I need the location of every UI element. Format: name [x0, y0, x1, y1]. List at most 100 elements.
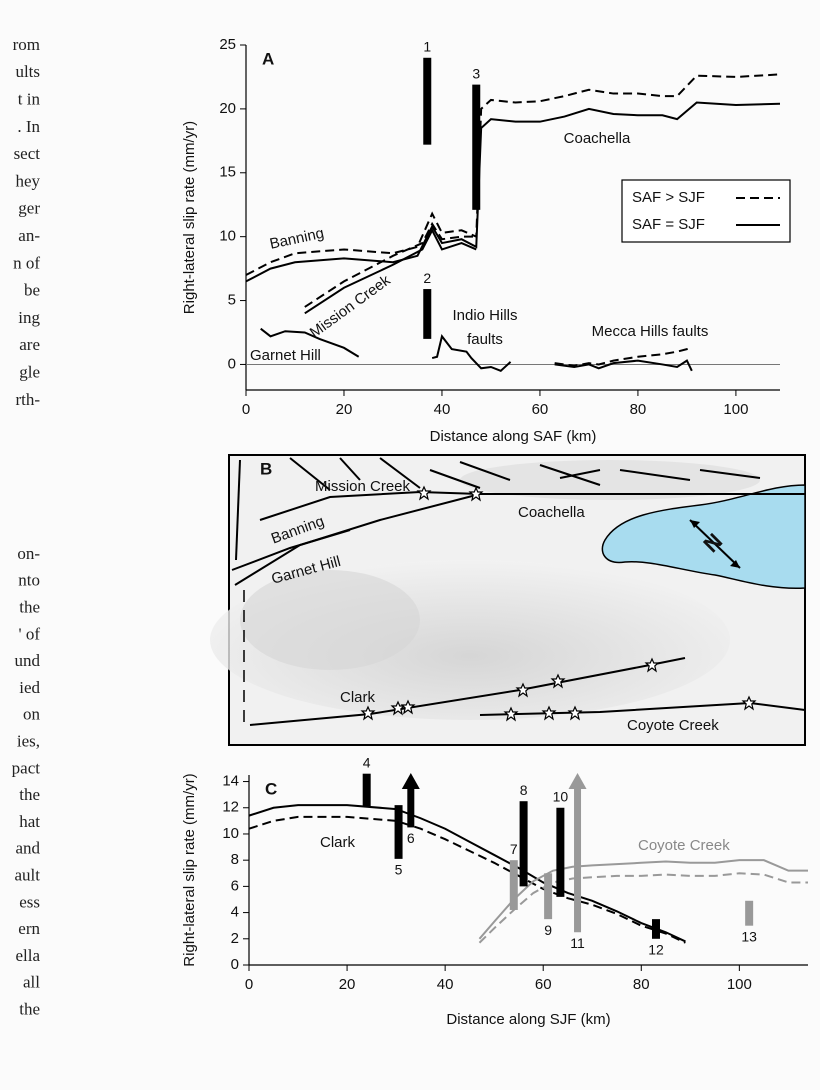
- annotation: Clark: [320, 834, 356, 851]
- constraint-label: 5: [395, 862, 403, 878]
- x-axis-label: Distance along SAF (km): [430, 428, 597, 445]
- margin-text: ' of: [19, 624, 41, 643]
- solid-line: [478, 859, 808, 940]
- solid-line: [554, 359, 693, 372]
- x-tick-label: 20: [336, 401, 353, 418]
- constraint-label: 13: [741, 928, 757, 944]
- arrow-head: [401, 773, 420, 789]
- x-tick-label: 0: [245, 976, 253, 993]
- x-tick-label: 80: [630, 401, 647, 418]
- constraint-bar: [394, 805, 403, 859]
- legend-box: [621, 179, 791, 243]
- map-panel: B Mission Creek Coachella Banning Garnet…: [210, 454, 806, 746]
- sites: [360, 485, 757, 722]
- solid-line: [431, 334, 512, 372]
- arrow-head: [568, 773, 587, 789]
- map-label: Coyote Creek: [627, 717, 719, 734]
- x-tick-label: 80: [633, 976, 650, 993]
- constraint-bar: [519, 801, 528, 887]
- constraint-bar: [651, 919, 660, 939]
- solid-line: [304, 228, 477, 315]
- x-tick-label: 40: [434, 401, 451, 418]
- margin-text: an-: [18, 226, 40, 245]
- y-tick-label: 14: [222, 773, 239, 790]
- constraint-bar: [423, 57, 432, 145]
- annotation: Mission Creek: [307, 272, 394, 342]
- compass-head: [690, 520, 740, 568]
- annotation: Mecca Hills faults: [592, 323, 709, 340]
- margin-text: pact: [12, 758, 41, 777]
- x-tick-label: 20: [339, 976, 356, 993]
- lake: [601, 484, 806, 590]
- margin-text: nto: [18, 571, 40, 590]
- margin-text: ella: [15, 946, 40, 965]
- margin-text: on-: [17, 544, 40, 563]
- panel-label: C: [265, 779, 277, 798]
- y-tick-label: 10: [222, 825, 239, 842]
- legend-label: SAF = SJF: [632, 216, 705, 233]
- legend-label: SAF > SJF: [632, 189, 705, 206]
- margin-text: on: [23, 705, 41, 724]
- dashed-line: [478, 872, 808, 944]
- solid-line: [245, 101, 781, 283]
- annotation: faults: [467, 331, 503, 348]
- x-tick-label: 0: [242, 401, 250, 418]
- y-tick-label: 6: [231, 877, 239, 894]
- constraint-bar: [574, 787, 582, 933]
- y-tick-label: 0: [228, 355, 236, 372]
- y-tick-label: 12: [222, 799, 239, 816]
- margin-text: t in: [18, 90, 41, 109]
- y-tick-label: 15: [219, 164, 236, 181]
- x-axis-label: Distance along SJF (km): [446, 1011, 610, 1028]
- constraint-label: 12: [648, 941, 664, 957]
- constraint-label: 8: [520, 782, 528, 798]
- margin-text: ess: [19, 892, 40, 911]
- dashed-line: [245, 73, 781, 276]
- panel-label: B: [260, 459, 272, 478]
- solid-line: [260, 327, 360, 358]
- constraint-bar: [407, 787, 415, 828]
- annotation: Coachella: [564, 130, 631, 147]
- y-tick-label: 20: [219, 100, 236, 117]
- y-tick-label: 0: [231, 956, 239, 973]
- margin-text: ger: [18, 199, 40, 218]
- margin-text: sect: [14, 144, 41, 163]
- margin-text: and: [15, 839, 40, 858]
- margin-text: hat: [19, 812, 40, 831]
- margin-text: ied: [19, 678, 40, 697]
- annotation: Garnet Hill: [250, 347, 321, 364]
- y-tick-label: 2: [231, 930, 239, 947]
- margin-text: rth-: [15, 390, 40, 409]
- constraint-label: 6: [407, 830, 415, 846]
- constraint-bar: [745, 900, 754, 926]
- faults: [231, 457, 806, 726]
- margin-text: the: [19, 598, 40, 617]
- annotation: Coyote Creek: [638, 837, 730, 854]
- y-tick-label: 10: [219, 228, 236, 245]
- map-label: Coachella: [518, 504, 585, 521]
- relief: [460, 460, 760, 500]
- constraint-label: 4: [363, 754, 371, 770]
- margin-text: the: [19, 1000, 40, 1019]
- annotation: Banning: [268, 225, 325, 253]
- x-tick-label: 60: [535, 976, 552, 993]
- constraint-label: 11: [570, 935, 585, 951]
- y-tick-label: 8: [231, 851, 239, 868]
- margin-text: ing: [18, 308, 40, 327]
- map-label: Clark: [340, 689, 376, 706]
- margin-text: gle: [19, 363, 40, 382]
- margin-text: ies,: [17, 732, 40, 751]
- constraint-bar: [509, 860, 518, 910]
- constraint-bar: [423, 289, 432, 339]
- dashed-line: [304, 221, 477, 308]
- margin-text: all: [23, 973, 40, 992]
- constraint-label: 10: [553, 788, 569, 804]
- constraint-label: 7: [510, 841, 518, 857]
- x-tick-label: 60: [532, 401, 549, 418]
- x-tick-label: 100: [723, 401, 748, 418]
- constraint-bar: [544, 873, 553, 920]
- constraint-label: 2: [423, 270, 431, 286]
- margin-text: be: [24, 281, 40, 300]
